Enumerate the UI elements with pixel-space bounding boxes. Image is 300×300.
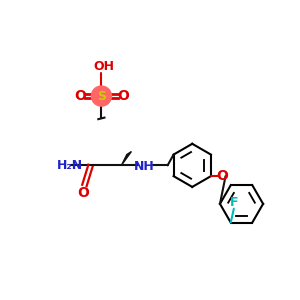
- Text: O: O: [216, 169, 228, 183]
- Text: OH: OH: [93, 60, 114, 73]
- Circle shape: [92, 86, 111, 106]
- Polygon shape: [122, 152, 131, 165]
- Text: H₂N: H₂N: [57, 159, 83, 172]
- Text: O: O: [74, 89, 86, 103]
- Text: O: O: [117, 89, 129, 103]
- Text: F: F: [230, 196, 239, 209]
- Text: O: O: [77, 186, 89, 200]
- Text: S: S: [97, 90, 106, 103]
- Text: NH: NH: [134, 160, 155, 173]
